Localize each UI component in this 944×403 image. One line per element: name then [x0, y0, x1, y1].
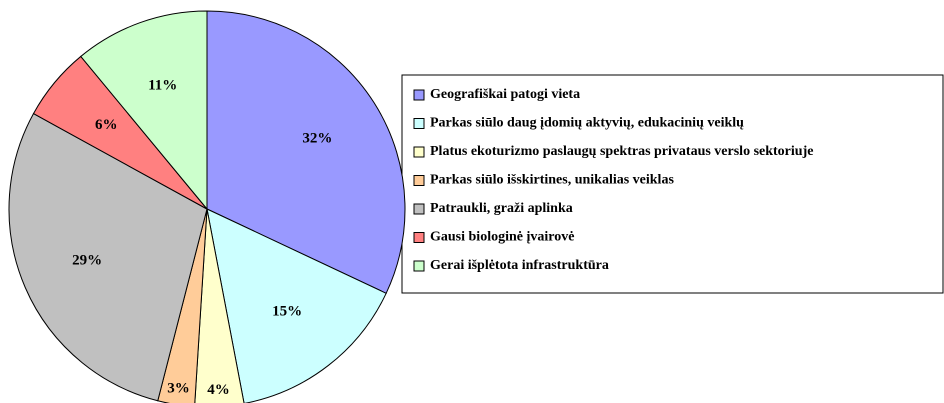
data-label: 6%: [95, 117, 118, 133]
data-label: 4%: [207, 382, 230, 398]
legend-label: Geografiškai patogi vieta: [430, 87, 580, 102]
data-label: 29%: [72, 252, 102, 268]
pie-slice: [194, 208, 245, 403]
legend-swatch: [413, 89, 425, 101]
legend-box: [401, 74, 944, 294]
legend-swatch: [413, 203, 425, 215]
legend-label: Gausi biologinė įvairovė: [430, 230, 574, 245]
pie-slice: [206, 10, 406, 294]
pie-slice: [80, 10, 208, 211]
legend-swatch: [413, 260, 425, 272]
data-label: 3%: [167, 380, 190, 396]
data-label: 15%: [272, 304, 302, 320]
data-label: 32%: [302, 130, 332, 146]
legend-label: Parkas siūlo išskirtines, unikalias veik…: [430, 173, 674, 188]
legend-label: Gerai išplėtota infrastruktūra: [430, 258, 609, 273]
pie-slice: [8, 112, 208, 402]
data-label: 11%: [148, 77, 177, 93]
legend-label: Patraukli, graži aplinka: [430, 201, 573, 216]
legend-label: Parkas siūlo daug įdomių aktyvių, edukac…: [430, 116, 744, 131]
legend-label: Platus ekoturizmo paslaugų spektras priv…: [430, 144, 813, 159]
pie-slice: [206, 208, 387, 403]
legend-swatch: [413, 146, 425, 158]
legend-swatch: [413, 118, 425, 129]
legend-swatch: [413, 232, 425, 243]
legend-swatch: [413, 175, 425, 186]
